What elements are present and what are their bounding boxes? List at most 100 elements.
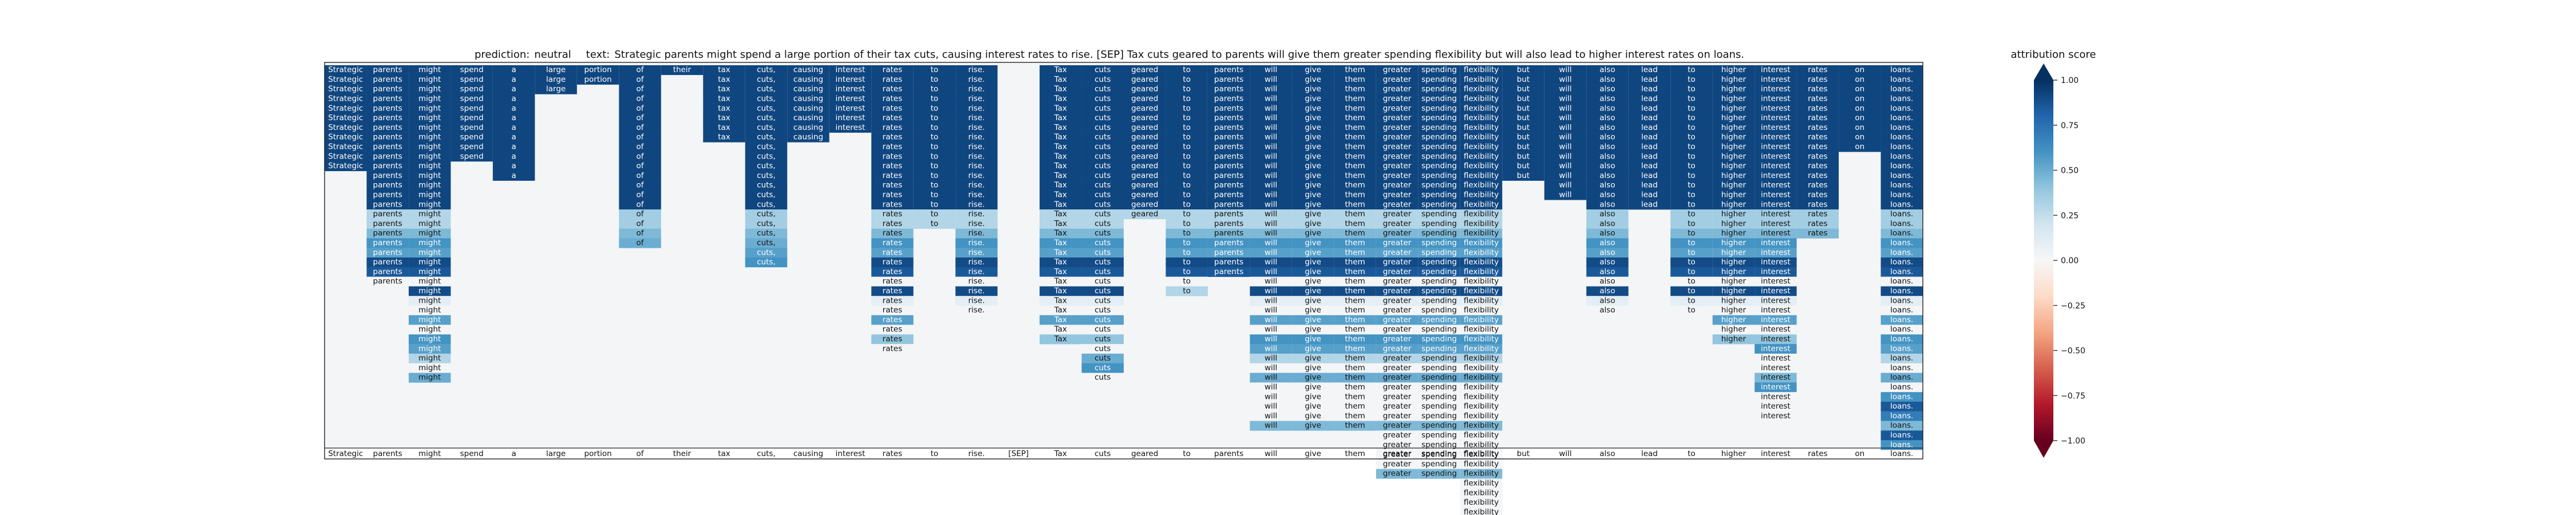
heatmap-cell-label: them [1345, 296, 1365, 305]
heatmap-cell-label: them [1345, 258, 1365, 267]
heatmap-cell-label: parents [1214, 65, 1243, 74]
heatmap-cell [1081, 113, 1124, 124]
heatmap-cell [955, 161, 998, 172]
heatmap-cell [1376, 113, 1419, 124]
heatmap-cell-label: cuts [1095, 191, 1111, 200]
heatmap-cell-label: give [1305, 104, 1321, 113]
heatmap-cell-label: tax [718, 104, 730, 113]
heatmap-cell [1334, 190, 1376, 200]
heatmap-cell [408, 276, 451, 287]
heatmap-cell-label: a [511, 133, 516, 142]
heatmap-cell [787, 104, 829, 114]
heatmap-cell-label: them [1345, 363, 1365, 373]
heatmap-cell-label: to [931, 113, 939, 122]
heatmap-cell-label: geared [1131, 200, 1158, 209]
heatmap-cell [1460, 354, 1503, 364]
heatmap-cell-label: greater [1383, 450, 1412, 459]
heatmap-cell [1755, 84, 1797, 94]
heatmap-cell-label: spending [1421, 181, 1457, 190]
heatmap-cell [955, 171, 998, 181]
heatmap-cell-label: give [1305, 287, 1321, 296]
heatmap-cell [955, 113, 998, 124]
heatmap-cell [325, 152, 367, 162]
heatmap-cell-label: loans. [1890, 363, 1913, 373]
heatmap-cell [871, 306, 914, 316]
heatmap-cell-label: rates [1808, 75, 1827, 84]
heatmap-cell-label: flexibility [1464, 229, 1499, 238]
heatmap-cell-label: greater [1383, 219, 1412, 228]
heatmap-cell-labels: StrategicStrategicStrategicStrategicStra… [328, 65, 1913, 515]
x-tick-label: cuts [1095, 449, 1111, 458]
heatmap-cell [1250, 402, 1292, 412]
heatmap-cell-label: flexibility [1464, 469, 1499, 478]
heatmap-cell-label: spending [1421, 277, 1457, 286]
heatmap-cell-label: will [1265, 267, 1277, 276]
heatmap-cell [1586, 219, 1629, 229]
heatmap-cell-label: cuts [1095, 123, 1111, 132]
heatmap-cell [1081, 373, 1124, 383]
heatmap-cell [1081, 238, 1124, 248]
heatmap-cell [1250, 180, 1292, 191]
heatmap-cell [1081, 276, 1124, 287]
heatmap-cell-label: will [1265, 219, 1277, 228]
heatmap-cell [1628, 74, 1671, 85]
heatmap-cell [1755, 276, 1797, 287]
heatmap-cell [1334, 248, 1376, 258]
heatmap-cell [745, 65, 788, 76]
heatmap-cell-label: rates [1808, 161, 1827, 171]
heatmap-cell [1334, 267, 1376, 277]
heatmap-cell-label: but [1517, 85, 1530, 94]
heatmap-cell [1712, 276, 1755, 287]
heatmap-cell [619, 113, 661, 124]
heatmap-cell [1880, 74, 1923, 85]
heatmap-cell-label: cuts [1095, 94, 1111, 104]
heatmap-cell-label: to [1183, 152, 1191, 161]
heatmap-cell-label: of [637, 209, 645, 219]
heatmap-cell-label: rise. [968, 152, 985, 161]
heatmap-cell [325, 65, 367, 76]
heatmap-cell-label: greater [1383, 287, 1412, 296]
heatmap-cell [1291, 104, 1334, 114]
heatmap-cell-label: parents [1214, 239, 1243, 248]
heatmap-cell-label: greater [1383, 248, 1412, 257]
heatmap-cell [955, 180, 998, 191]
heatmap-cell-label: spending [1421, 363, 1457, 373]
heatmap-cell [955, 122, 998, 133]
heatmap-cell-label: flexibility [1464, 488, 1499, 497]
heatmap-cell-label: also [1599, 85, 1615, 94]
heatmap-cell-label: to [931, 152, 939, 161]
x-tick-label: loans. [1890, 449, 1913, 458]
x-tick-label: a [511, 449, 516, 458]
heatmap-cell [1040, 209, 1082, 220]
heatmap-cell-label: will [1265, 287, 1277, 296]
heatmap-cells [325, 62, 1923, 515]
heatmap-cell-label: Tax [1054, 315, 1067, 324]
heatmap-cell [1880, 142, 1923, 152]
heatmap-cell [955, 142, 998, 152]
x-tick-label: [SEP] [1008, 449, 1029, 458]
heatmap-cell [408, 190, 451, 200]
x-tick-label: flexibility [1464, 449, 1499, 458]
heatmap-cell [1040, 238, 1082, 248]
heatmap-cell [913, 219, 956, 229]
heatmap-cell-label: interest [1761, 258, 1791, 267]
heatmap-cell [1502, 142, 1544, 152]
heatmap-cell-label: flexibility [1464, 287, 1499, 296]
heatmap-cell [1376, 469, 1419, 479]
heatmap-cell-label: greater [1383, 171, 1412, 180]
heatmap-cell [1376, 94, 1419, 104]
heatmap-cell-label: cuts [1095, 181, 1111, 190]
heatmap-cell [955, 228, 998, 239]
heatmap-cell-label: higher [1721, 335, 1747, 344]
heatmap-cell-label: geared [1131, 181, 1158, 190]
heatmap-cell [1250, 228, 1292, 239]
heatmap-cell [1460, 152, 1503, 162]
heatmap-cell-label: lead [1641, 181, 1658, 190]
heatmap-cell [1418, 152, 1460, 162]
heatmap-cell-label: interest [1761, 306, 1791, 315]
heatmap-cell-label: spending [1421, 431, 1457, 440]
heatmap-cell [913, 180, 956, 191]
heatmap-cell-label: rates [1808, 209, 1827, 219]
heatmap-cell-label: will [1559, 113, 1571, 122]
heatmap-cell [1628, 171, 1671, 181]
